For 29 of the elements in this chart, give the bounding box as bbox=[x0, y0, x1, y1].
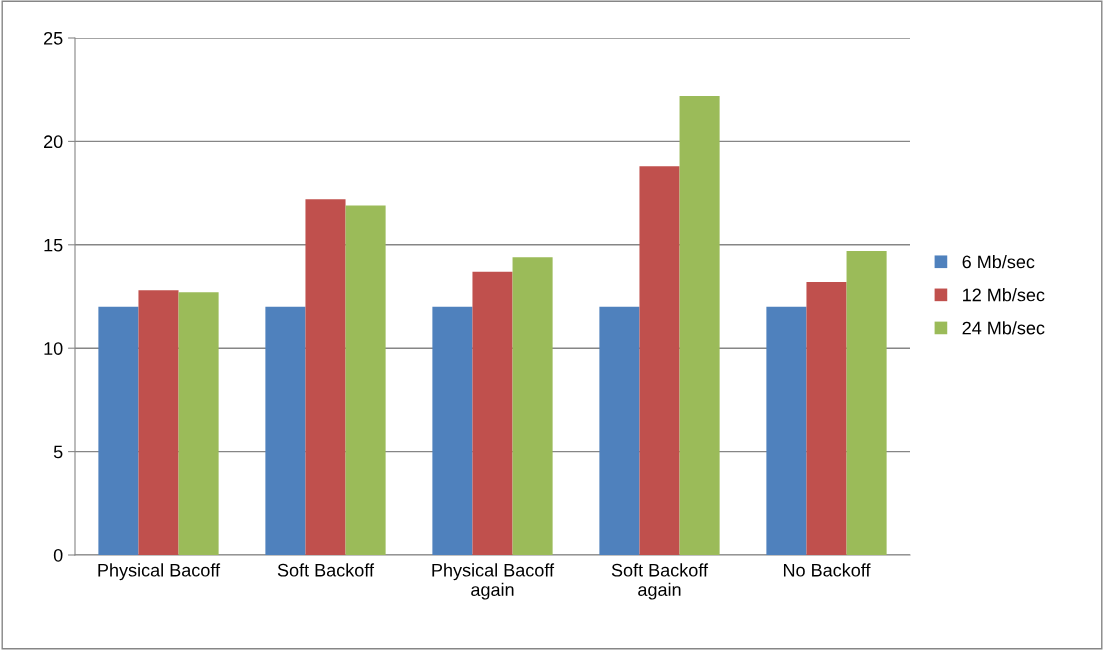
bar bbox=[766, 306, 807, 555]
bar bbox=[599, 306, 640, 555]
y-tick-label: 15 bbox=[44, 238, 63, 252]
x-tick-label: Soft Backoff bbox=[277, 563, 375, 577]
bar bbox=[345, 205, 386, 555]
y-tick-label: 20 bbox=[44, 135, 63, 149]
bar bbox=[472, 271, 513, 555]
bar bbox=[305, 199, 346, 555]
bar bbox=[265, 306, 306, 555]
y-tick-label: 25 bbox=[44, 31, 63, 45]
bar bbox=[98, 306, 139, 555]
bar bbox=[639, 166, 680, 555]
legend-label: 6 Mb/sec bbox=[962, 255, 1035, 269]
bar bbox=[178, 292, 219, 555]
x-tick-label: Physical Bacoff bbox=[98, 563, 221, 581]
legend-label: 12 Mb/sec bbox=[963, 288, 1045, 302]
x-tick-label: Soft Backoff again bbox=[611, 563, 709, 600]
y-tick-label: 0 bbox=[53, 548, 63, 562]
bar bbox=[846, 251, 887, 555]
x-tick-label: Physical Bacoff again bbox=[432, 563, 555, 600]
bar bbox=[432, 306, 473, 555]
legend-label: 24 Mb/sec bbox=[962, 321, 1045, 335]
bar bbox=[806, 282, 847, 555]
bar bbox=[512, 257, 553, 555]
x-tick-label: No Backoff bbox=[783, 563, 871, 577]
bar bbox=[138, 290, 179, 555]
y-tick-label: 5 bbox=[53, 445, 63, 459]
bar bbox=[679, 95, 720, 555]
y-tick-label: 10 bbox=[44, 342, 63, 355]
